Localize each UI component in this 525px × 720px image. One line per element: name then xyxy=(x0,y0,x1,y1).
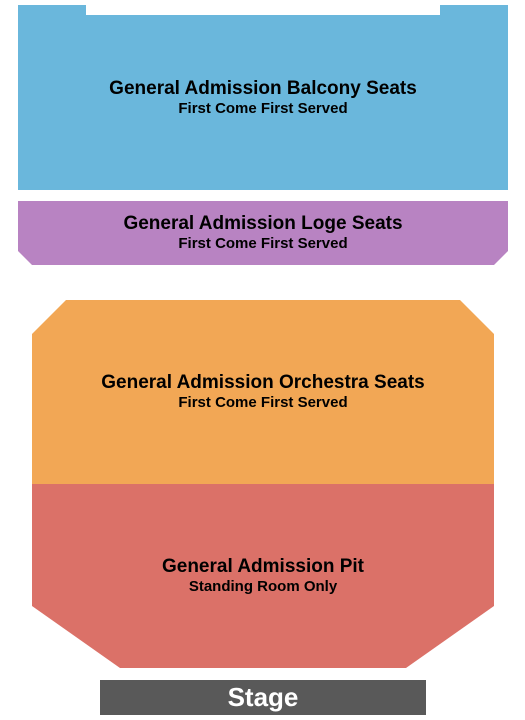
stage-block: Stage xyxy=(100,680,426,715)
seating-chart: General Admission Balcony Seats First Co… xyxy=(0,0,525,720)
section-pit-title: General Admission Pit xyxy=(162,556,364,578)
section-pit-subtitle: Standing Room Only xyxy=(189,578,337,595)
section-pit[interactable]: General Admission Pit Standing Room Only xyxy=(32,484,494,668)
section-orchestra-subtitle: First Come First Served xyxy=(178,394,347,411)
section-balcony-subtitle: First Come First Served xyxy=(178,100,347,117)
stage-label: Stage xyxy=(228,682,299,713)
section-orchestra[interactable]: General Admission Orchestra Seats First … xyxy=(32,300,494,484)
section-balcony[interactable]: General Admission Balcony Seats First Co… xyxy=(18,5,508,190)
section-loge[interactable]: General Admission Loge Seats First Come … xyxy=(18,201,508,265)
section-orchestra-title: General Admission Orchestra Seats xyxy=(101,372,424,394)
section-loge-subtitle: First Come First Served xyxy=(178,235,347,252)
section-balcony-title: General Admission Balcony Seats xyxy=(109,78,417,100)
section-loge-title: General Admission Loge Seats xyxy=(123,213,402,235)
